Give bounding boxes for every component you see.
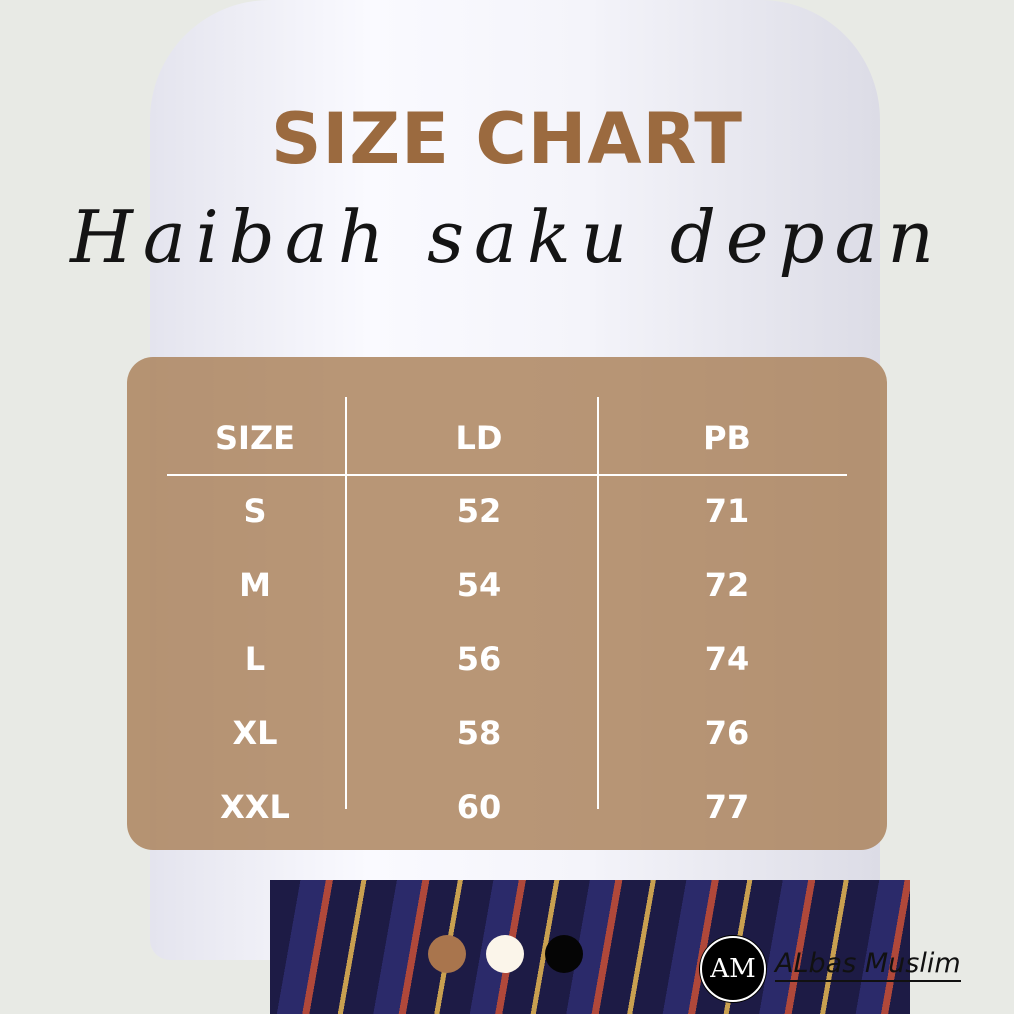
table-cell: 60 — [456, 788, 502, 826]
header-divider — [167, 474, 847, 476]
column-divider — [345, 397, 347, 809]
column-header: PB — [703, 419, 751, 457]
table-cell: 72 — [704, 566, 750, 604]
color-swatch-black — [545, 935, 583, 973]
table-cell: M — [239, 566, 271, 604]
table-cell: XL — [232, 714, 278, 752]
column-divider — [597, 397, 599, 809]
column-header: SIZE — [214, 419, 295, 457]
table-cell: L — [244, 640, 266, 678]
table-cell: 52 — [456, 492, 502, 530]
table-cell: 76 — [704, 714, 750, 752]
table-cell: XXL — [220, 788, 290, 826]
table-cell: 54 — [456, 566, 502, 604]
product-name: Haibah saku depan — [70, 195, 944, 279]
table-cell: 56 — [456, 640, 502, 678]
color-swatch-brown — [428, 935, 466, 973]
table-cell: 71 — [704, 492, 750, 530]
table-cell: 77 — [704, 788, 750, 826]
color-swatch-cream — [486, 935, 524, 973]
brand-name: ALbas Muslim — [775, 948, 961, 982]
column-header: LD — [455, 419, 503, 457]
page-title: SIZE CHART — [270, 98, 744, 180]
table-cell: 58 — [456, 714, 502, 752]
table-cell: S — [243, 492, 267, 530]
brand-logo: AM — [700, 936, 766, 1002]
sarong-photo — [270, 880, 910, 1014]
table-cell: 74 — [704, 640, 750, 678]
size-table: SIZE LD PB S 52 71 M 54 72 L 56 74 XL 58 76 XXL 60 77 — [127, 357, 887, 850]
